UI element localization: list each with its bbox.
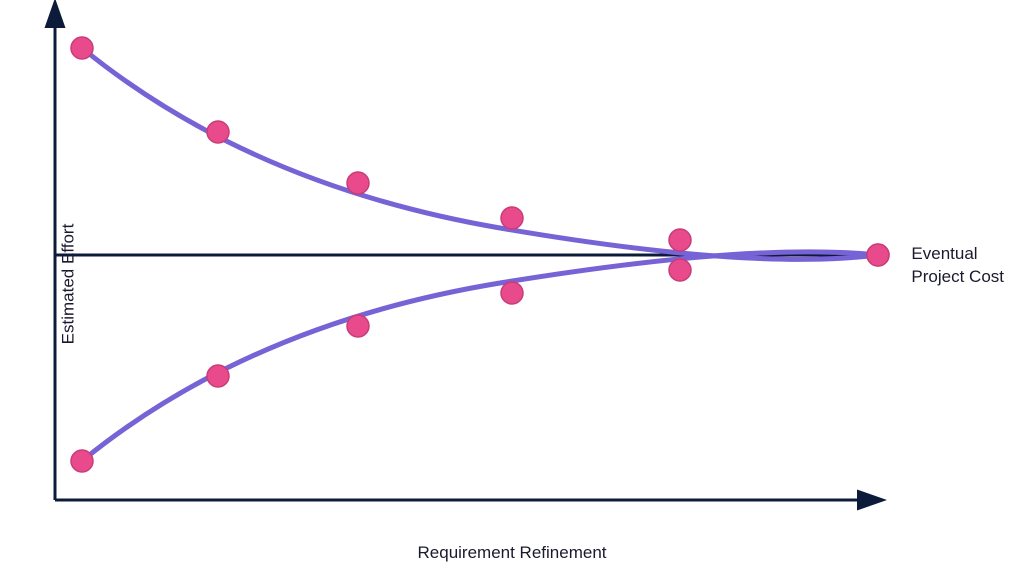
upper-point-1 [207,121,229,143]
y-axis-label: Estimated Effort [58,224,78,345]
upper-point-4 [669,229,691,251]
lower-point-5 [867,244,889,266]
lower-point-4 [669,259,691,281]
upper-point-0 [71,37,93,59]
right-label-line2: Project Cost [911,266,1004,289]
lower-point-3 [501,282,523,304]
lower-curve [82,252,878,461]
upper-curve [82,48,878,259]
right-label-line1: Eventual [911,243,1004,266]
lower-point-0 [71,450,93,472]
upper-point-2 [347,172,369,194]
right-side-label: Eventual Project Cost [911,243,1004,289]
lower-point-1 [207,365,229,387]
lower-point-2 [347,315,369,337]
cone-of-uncertainty-chart: Estimated Effort Requirement Refinement … [0,0,1024,568]
x-axis-label: Requirement Refinement [418,543,607,563]
upper-point-3 [501,207,523,229]
chart-svg [0,0,1024,568]
